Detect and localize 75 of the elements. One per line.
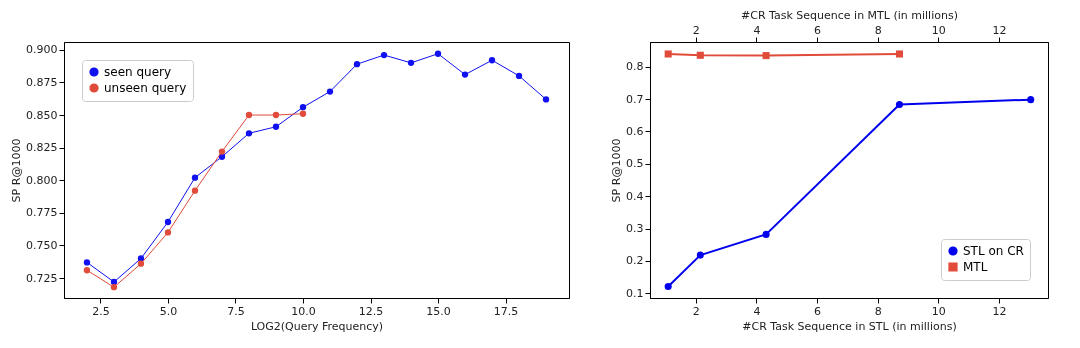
point [515, 72, 523, 80]
point [299, 110, 307, 117]
x-tick-label: 10 [931, 304, 946, 318]
y-tick-label: 0.6 [626, 124, 644, 138]
x2-tick-label: 12 [992, 23, 1007, 37]
y-tick-label: 0.8 [626, 60, 644, 74]
legend-label: unseen query [104, 81, 187, 95]
x-tick-label: 10.0 [291, 304, 316, 318]
point [83, 267, 91, 274]
point [461, 71, 469, 78]
y-tick-label: 0.900 [26, 43, 58, 57]
x-tick-label: 12 [992, 304, 1007, 318]
point [380, 51, 388, 59]
x-tick-label: 8 [874, 304, 882, 318]
legend-label: STL on CR [963, 244, 1024, 258]
point [1027, 96, 1035, 104]
y-axis-title: SP R@1000 [610, 138, 624, 203]
point [272, 123, 280, 130]
x2-axis-title: #CR Task Sequence in MTL (in millions) [741, 8, 958, 22]
x-tick-label: 15.0 [426, 304, 451, 318]
point [299, 104, 307, 111]
point [434, 50, 442, 57]
point [664, 283, 672, 291]
y-tick-label: 0.7 [626, 92, 644, 106]
x-axis-title: #CR Task Sequence in STL (in millions) [742, 319, 957, 333]
x-tick-label: 2 [692, 304, 700, 318]
point [164, 218, 172, 226]
point [137, 260, 145, 267]
y-tick-label: 0.1 [626, 286, 644, 300]
point [218, 148, 226, 155]
point [353, 61, 361, 68]
point [137, 255, 145, 262]
point [245, 111, 253, 119]
x-tick-label: 4 [753, 304, 761, 318]
point [407, 59, 415, 67]
y-tick-label: 0.825 [26, 141, 58, 155]
point [895, 100, 904, 109]
x-tick-label: 17.5 [493, 304, 519, 318]
y-tick-label: 0.5 [626, 157, 644, 171]
x-tick-label: 2.5 [92, 304, 110, 318]
x-tick-label: 7.5 [227, 304, 245, 318]
y-tick-label: 0.850 [26, 108, 58, 122]
point [272, 111, 280, 119]
y-tick-label: 0.875 [26, 75, 58, 89]
point [110, 278, 118, 286]
x-tick-label: 6 [814, 304, 822, 318]
x2-tick-label: 2 [692, 23, 700, 37]
point [191, 187, 199, 194]
x-tick-label: 12.5 [358, 304, 384, 318]
legend-label: MTL [963, 260, 988, 274]
y-tick-label: 0.725 [26, 271, 58, 285]
point [191, 174, 199, 181]
x2-tick-label: 4 [753, 23, 761, 37]
point [488, 57, 496, 64]
y-tick-label: 0.750 [26, 238, 58, 252]
point [83, 259, 91, 266]
y-tick-label: 0.800 [26, 173, 58, 187]
y-tick-label: 0.3 [626, 222, 644, 236]
point [696, 251, 704, 259]
point [542, 96, 550, 103]
y-axis-title: SP R@1000 [10, 138, 24, 203]
point [164, 229, 172, 236]
legend-label: seen query [104, 65, 172, 79]
point [326, 88, 334, 95]
y-tick-label: 0.4 [626, 189, 644, 203]
x2-tick-label: 10 [931, 23, 946, 37]
x-axis-title: LOG2(Query Frequency) [250, 319, 384, 333]
point [245, 130, 253, 137]
x2-tick-label: 6 [814, 23, 822, 37]
y-tick-label: 0.2 [626, 254, 644, 268]
y-tick-label: 0.775 [26, 206, 58, 220]
x2-tick-label: 8 [874, 23, 882, 37]
x-tick-label: 5.0 [159, 304, 178, 318]
point [110, 284, 118, 291]
point [762, 230, 770, 238]
